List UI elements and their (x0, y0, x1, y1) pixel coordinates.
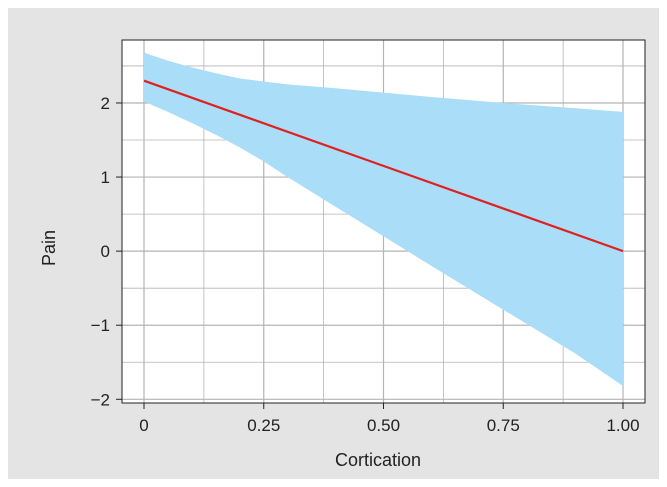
fit-line (143, 79, 624, 253)
y-tick-label: 2 (101, 94, 110, 113)
y-tick-label: −2 (91, 390, 110, 409)
chart-svg: 0 0.25 0.50 0.75 1.00 −2 −1 0 1 2 Cortication Pa… (39, 39, 646, 470)
x-tick-label: 0 (139, 416, 148, 435)
x-tick-label: 0.50 (367, 416, 400, 435)
x-axis-title: Cortication (335, 450, 421, 470)
fit-line-layer (143, 79, 624, 253)
x-tick-label: 1.00 (606, 416, 639, 435)
confidence-band (144, 52, 623, 386)
x-tick-label: 0.25 (247, 416, 280, 435)
x-tick-label: 0.75 (487, 416, 520, 435)
y-tick-label: −1 (91, 316, 110, 335)
chart-figure: 0 0.25 0.50 0.75 1.00 −2 −1 0 1 2 Cortication Pa… (8, 8, 659, 479)
y-tick-label: 1 (101, 168, 110, 187)
y-axis-ticks: −2 −1 0 1 2 (91, 94, 122, 409)
y-tick-label: 0 (101, 242, 110, 261)
y-axis-title: Pain (39, 230, 59, 266)
x-axis-ticks: 0 0.25 0.50 0.75 1.00 (139, 403, 640, 435)
confidence-band-layer (144, 52, 623, 386)
